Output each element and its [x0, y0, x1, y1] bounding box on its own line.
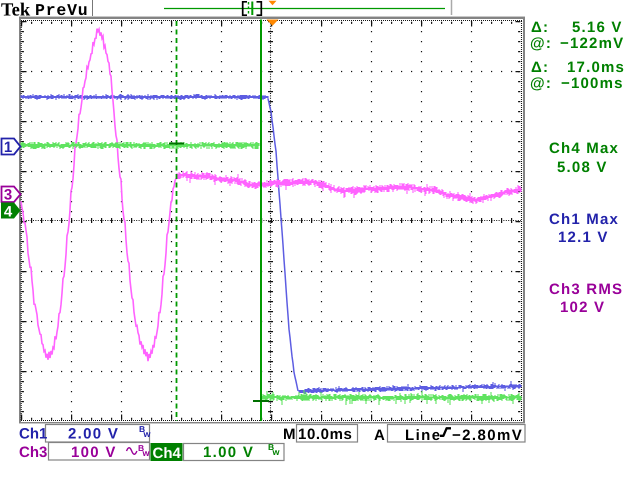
svg-text:10.0ms: 10.0ms	[298, 426, 352, 443]
svg-text:Ch4: Ch4	[153, 445, 182, 462]
svg-text:M: M	[283, 426, 296, 443]
svg-text:Ch1: Ch1	[19, 426, 47, 443]
svg-text:12.1 V: 12.1 V	[558, 229, 609, 246]
svg-text:Tek: Tek	[1, 1, 31, 21]
svg-text:17.0ms: 17.0ms	[567, 59, 625, 76]
svg-text:Δ:: Δ:	[531, 59, 549, 76]
svg-text:w: w	[142, 448, 151, 458]
svg-text:Line: Line	[405, 427, 441, 444]
svg-text:Ch3: Ch3	[19, 444, 47, 461]
svg-text:A: A	[374, 427, 385, 444]
svg-text:−2.80mV: −2.80mV	[452, 427, 523, 444]
svg-text:3: 3	[4, 187, 12, 204]
svg-text:w: w	[143, 429, 152, 439]
svg-text:PreVu: PreVu	[35, 1, 89, 20]
svg-text:4: 4	[4, 203, 13, 220]
svg-text:1: 1	[4, 139, 12, 156]
svg-text:Ch3 RMS: Ch3 RMS	[549, 281, 623, 298]
svg-text:2.00 V: 2.00 V	[68, 426, 119, 443]
svg-text:5.08 V: 5.08 V	[557, 159, 608, 176]
svg-text:−100ms: −100ms	[561, 75, 624, 92]
svg-text:B: B	[139, 424, 145, 434]
svg-text:w: w	[272, 447, 281, 457]
svg-text:Ch4 Max: Ch4 Max	[549, 140, 619, 157]
svg-text:1.00 V: 1.00 V	[203, 444, 254, 461]
svg-text:@:: @:	[530, 75, 552, 92]
svg-text:Δ:: Δ:	[531, 19, 549, 36]
svg-text:−122mV: −122mV	[560, 35, 624, 52]
svg-text:5.16 V: 5.16 V	[572, 19, 623, 36]
svg-text:B: B	[268, 442, 274, 452]
svg-text:B: B	[138, 443, 144, 453]
svg-text:@:: @:	[530, 35, 552, 52]
svg-text:100 V: 100 V	[71, 444, 117, 461]
svg-text:Ch1 Max: Ch1 Max	[549, 211, 619, 228]
svg-text:102 V: 102 V	[560, 299, 605, 316]
